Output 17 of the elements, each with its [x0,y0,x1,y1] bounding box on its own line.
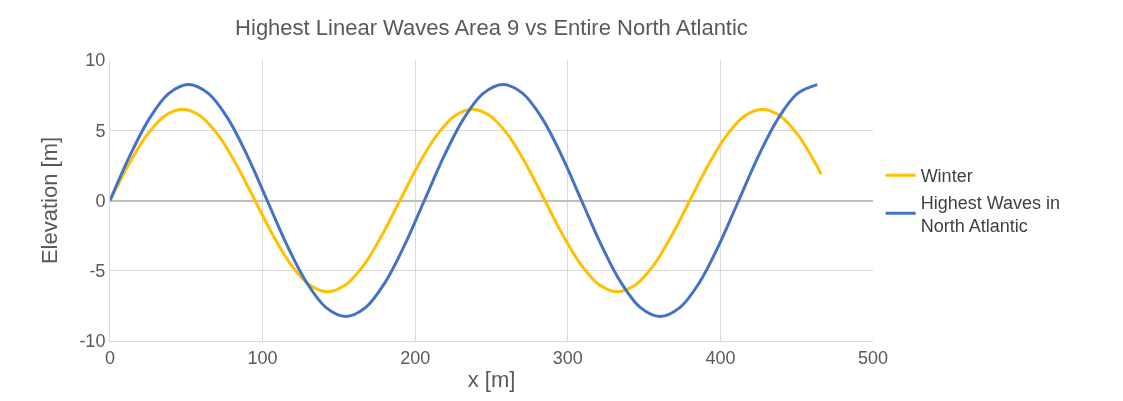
line-series [110,107,823,294]
x-tick-label: 400 [705,347,736,368]
chart-title: Highest Linear Waves Area 9 vs Entire North Atlantic [235,15,748,41]
x-axis-title: x [m] [467,367,516,393]
y-tick-label: 10 [85,50,106,71]
x-tick-label: 500 [857,347,889,368]
y-tick-label: 5 [95,120,106,141]
legend-label: Winter [920,166,973,187]
y-axis-title: Elevation [m] [37,136,63,265]
line-series [110,83,819,318]
x-tick-label: 200 [400,347,431,368]
y-tick-label: -10 [79,331,106,352]
x-tick-label: 100 [247,347,278,368]
legend-label: Highest Waves in North Atlantic [920,192,1061,237]
x-tick-label: 300 [552,347,583,368]
y-tick-label: -5 [89,261,106,282]
y-tick-label: 0 [95,190,106,211]
